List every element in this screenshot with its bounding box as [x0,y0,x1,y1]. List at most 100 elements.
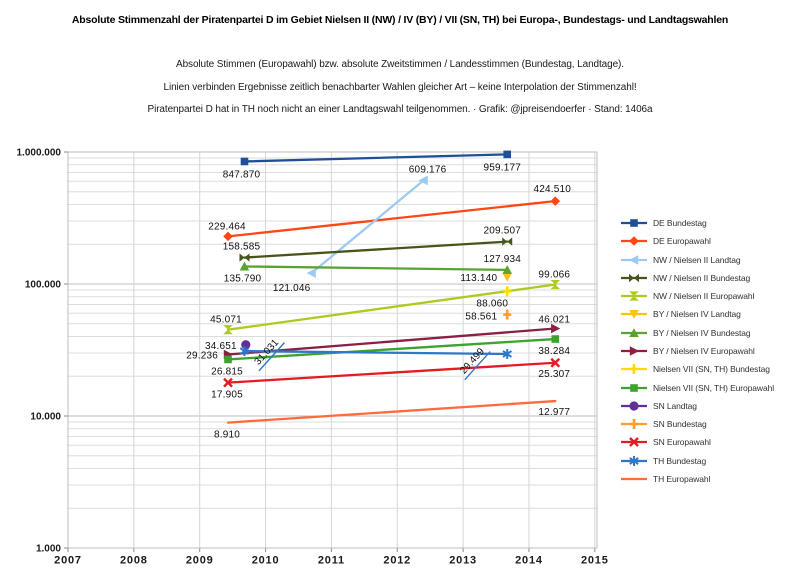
legend-marker-icon [621,401,647,411]
square-marker [630,219,638,227]
series-line [243,153,509,163]
tri-left-marker [306,268,316,278]
legend-label: BY / Nielsen IV Bundestag [653,327,751,338]
x-tick-label: 2012 [383,555,411,567]
legend-item-by-nielsen-iv-bundestag: BY / Nielsen IV Bundestag [621,324,751,342]
data-label: 26.815 [211,366,243,377]
legend-marker-icon [621,254,647,265]
legend-label: BY / Nielsen IV Landtag [653,309,741,320]
legend-label: TH Europawahl [653,473,711,484]
series-th-bundestag [239,346,513,359]
legend-marker-icon [621,236,647,247]
asterisk-marker [629,455,639,466]
data-label: 12.977 [538,407,570,418]
data-label: 121.046 [273,283,311,294]
legend-item-sn-bundestag: SN Bundestag [621,415,707,433]
square-marker [503,150,512,159]
series-line [243,240,509,259]
y-tick-label: 1.000 [36,544,61,555]
circle-marker [629,401,639,411]
legend-item-sn-landtag: SN Landtag [621,397,697,415]
legend-item-nielsen-vii-sn-th-europawahl: Nielsen VII (SN, TH) Europawahl [621,379,774,397]
tri-down-marker [502,272,513,282]
diamond-marker [629,236,639,247]
diamond-marker [223,231,233,242]
legend-item-by-nielsen-iv-landtag: BY / Nielsen IV Landtag [621,305,741,323]
legend-label: NW / Nielsen II Bundestag [653,272,751,283]
chart-subtitle-2: Linien verbinden Ergebnisse zeitlich ben… [163,82,637,93]
bowtie-h-marker [629,273,639,283]
x-marker [629,437,639,448]
tri-right-marker [629,346,639,356]
series-by-nielsen-iv-bundestag [239,261,513,274]
series-sn-landtag [241,340,251,350]
data-label: 127.934 [483,254,521,265]
tri-left-marker [418,175,428,186]
square-marker [240,157,249,166]
plus-marker [503,309,512,320]
legend-label: Nielsen VII (SN, TH) Europawahl [653,382,774,393]
chart-subtitle-3: Piratenpartei D hat in TH noch nicht an … [147,104,653,115]
square-marker [630,383,638,392]
data-label: 45.071 [210,315,242,326]
legend-marker-icon [621,364,647,375]
tri-left-marker [629,254,639,265]
label-leader-line [258,342,285,372]
data-label: 58.561 [465,312,497,323]
legend-label: NW / Nielsen II Europawahl [653,291,755,302]
tri-right-marker [551,323,561,334]
legend-item-sn-europawahl: SN Europawahl [621,433,711,451]
series-line [243,349,509,356]
data-label: 113.140 [460,273,497,284]
plus-marker [630,419,638,430]
bowtie-v-marker [223,325,233,335]
x-tick-label: 2011 [318,555,345,567]
series-line [226,399,557,424]
data-label: 25.307 [538,369,570,380]
legend-marker-icon [621,383,647,392]
y-tick-label: 10.000 [30,412,61,423]
plot-frame [67,151,598,549]
legend-item-nw-nielsen-ii-europawahl: NW / Nielsen II Europawahl [621,287,754,305]
data-label: 135.790 [224,273,262,284]
square-marker [551,335,560,343]
asterisk-marker [502,348,513,359]
bowtie-h-marker [502,237,513,246]
legend-label: SN Europawahl [653,437,711,448]
x-tick-label: 2008 [120,555,148,567]
legend-marker-icon [621,346,647,356]
data-label-rotated: 29.499 [458,346,491,381]
bowtie-v-marker [550,279,561,290]
legend-item-th-europawahl: TH Europawahl [621,470,710,488]
series-line [226,337,557,361]
y-tick-label: 1.000.000 [17,148,62,159]
data-label: 46.021 [538,314,570,325]
x-tick-label: 2013 [449,555,477,567]
legend-label: BY / Nielsen IV Europawahl [653,345,755,356]
x-marker [223,377,233,388]
tri-up-marker [239,261,250,271]
legend-item-nw-nielsen-ii-landtag: NW / Nielsen II Landtag [621,251,741,269]
data-label: 29.236 [186,350,218,361]
data-label: 34.651 [205,341,237,352]
asterisk-marker [239,346,250,357]
x-tick-label: 2014 [515,555,543,567]
legend-label: SN Bundestag [653,419,707,430]
x-tick-label: 2010 [252,555,280,567]
plus-marker [630,364,638,375]
series-line [226,327,557,356]
series-line [226,361,557,384]
legend-marker-icon [621,455,647,466]
data-label: 609.176 [409,164,447,175]
data-label: 8.910 [214,430,240,441]
chart-title: Absolute Stimmenzahl der Piratenpartei D… [71,14,729,26]
legend-label: SN Landtag [653,400,697,411]
tri-up-marker [629,327,639,337]
series-line [310,179,425,275]
chart-subtitle-1: Absolute Stimmen (Europawahl) bzw. absol… [176,59,624,70]
legend-item-de-bundestag: DE Bundestag [621,214,707,232]
legend-marker-icon [621,219,647,227]
legend-item-nw-nielsen-ii-bundestag: NW / Nielsen II Bundestag [621,269,750,287]
plus-marker [503,286,512,297]
